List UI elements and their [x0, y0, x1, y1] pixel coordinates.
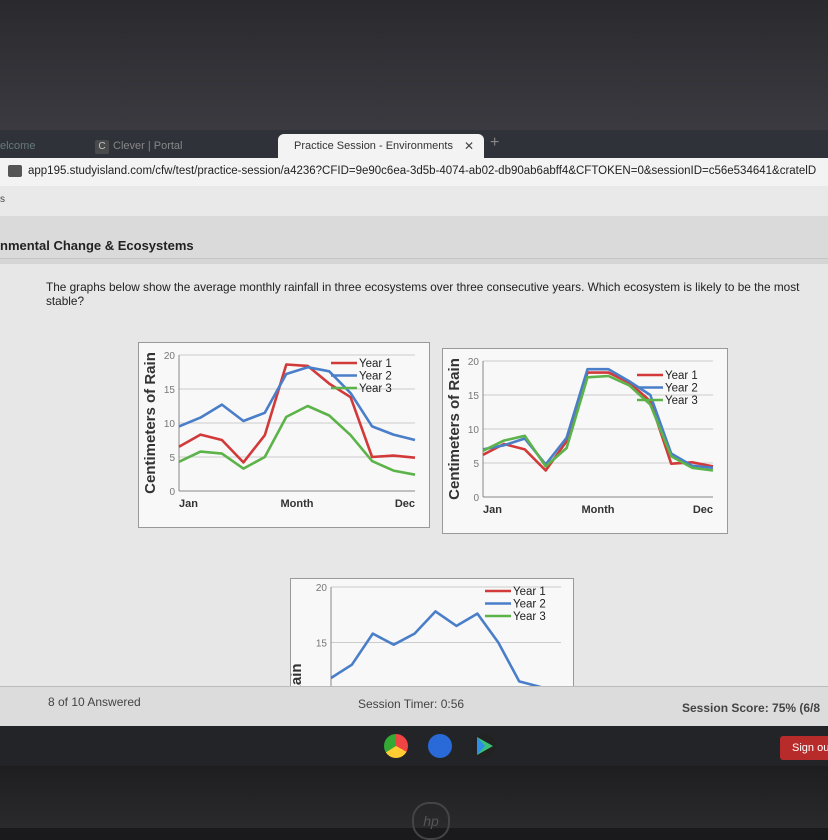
url-text[interactable]: app195.studyisland.com/cfw/test/practice… [28, 165, 817, 177]
clever-icon: C [95, 140, 109, 154]
screen-bezel-top [0, 0, 828, 130]
chart-1-svg: 0 5 10 15 20 Centimeters of Rain Jan Dec Month Ye… [142, 351, 416, 510]
y-tick-label: 15 [164, 385, 176, 396]
series-line-3 [482, 374, 714, 472]
tab-clever-label: Clever | Portal [113, 140, 183, 152]
files-icon[interactable] [428, 734, 452, 758]
question-text: The graphs below show the average monthl… [46, 280, 800, 308]
x-tick-label: Dec [693, 504, 713, 516]
play-store-icon[interactable] [472, 734, 496, 758]
page-header: nmental Change & Ecosystems [0, 216, 828, 259]
hp-logo: hp [412, 802, 450, 840]
answered-count: 8 of 10 Answered [48, 695, 141, 709]
tab-welcome[interactable]: elcome [0, 140, 36, 152]
series-line-1 [178, 363, 416, 464]
series-line-2 [330, 610, 546, 687]
browser-tab-bar: elcome C Clever | Portal Practice Session… [0, 130, 828, 158]
x-axis-label: Month [281, 498, 314, 510]
series-line-3 [178, 404, 416, 476]
y-tick-label: 20 [164, 351, 176, 362]
legend-label: Year 1 [665, 370, 698, 382]
bookmark-fragment[interactable]: s [0, 194, 5, 205]
chart-2-svg: 0 5 10 15 20 Centimeters of Rain Jan Dec Month Ye… [446, 357, 714, 516]
x-tick-label: Dec [395, 498, 415, 510]
legend-label: Year 2 [513, 599, 546, 611]
y-tick-label: 20 [316, 583, 328, 594]
address-bar[interactable]: app195.studyisland.com/cfw/test/practice… [0, 158, 828, 186]
series-line-2 [178, 365, 416, 442]
session-footer: 8 of 10 Answered Session Timer: 0:56 Ses… [0, 686, 828, 727]
series-line-2 [482, 367, 714, 470]
chart-ecosystem-2: 0 5 10 15 20 Centimeters of Rain Jan Dec Month Ye… [442, 348, 728, 534]
tab-clever[interactable]: C Clever | Portal [95, 134, 275, 158]
chrome-icon[interactable] [384, 734, 408, 758]
page-info-icon[interactable] [8, 165, 22, 177]
y-tick-label: 15 [316, 639, 328, 650]
session-timer: Session Timer: 0:56 [358, 697, 465, 711]
page-title: nmental Change & Ecosystems [0, 238, 194, 253]
y-tick-label: 10 [468, 425, 480, 436]
tab-practice-session[interactable]: Practice Session - Environments ✕ [278, 134, 484, 158]
y-tick-label: 15 [468, 391, 480, 402]
page-content: nmental Change & Ecosystems The graphs b… [0, 216, 828, 687]
y-tick-label: 0 [473, 493, 479, 504]
y-axis-label: Centimeters of Rain [446, 358, 463, 500]
y-tick-label: 10 [164, 419, 176, 430]
x-tick-label: Jan [483, 504, 502, 516]
question-panel: The graphs below show the average monthl… [0, 264, 828, 687]
laptop-bezel-bottom: hp [0, 766, 828, 840]
sign-out-button[interactable]: Sign ou [780, 736, 828, 760]
y-axis-label: rs of Rain [291, 663, 305, 687]
os-taskbar: Sign ou [0, 726, 828, 766]
legend-label: Year 3 [513, 611, 546, 623]
tab-practice-session-label: Practice Session - Environments [294, 140, 453, 152]
legend-label: Year 1 [513, 586, 546, 598]
y-tick-label: 5 [169, 453, 175, 464]
legend-label: Year 3 [665, 395, 698, 407]
legend-label: Year 2 [359, 371, 392, 383]
close-tab-icon[interactable]: ✕ [463, 139, 474, 153]
chart-ecosystem-1: 0 5 10 15 20 Centimeters of Rain Jan Dec Month Ye… [138, 342, 430, 528]
y-tick-label: 5 [473, 459, 479, 470]
series-line-1 [482, 371, 714, 472]
new-tab-icon[interactable]: + [490, 134, 500, 151]
y-tick-label: 0 [169, 487, 175, 498]
legend-label: Year 1 [359, 358, 392, 370]
y-tick-label: 20 [468, 357, 480, 368]
bookmarks-bar: s [0, 186, 828, 216]
legend-label: Year 2 [665, 383, 698, 395]
x-tick-label: Jan [179, 498, 198, 510]
session-score: Session Score: 75% (6/8 [682, 701, 821, 715]
legend-label: Year 3 [359, 383, 392, 395]
y-axis-label: Centimeters of Rain [142, 352, 159, 494]
x-axis-label: Month [582, 504, 615, 516]
